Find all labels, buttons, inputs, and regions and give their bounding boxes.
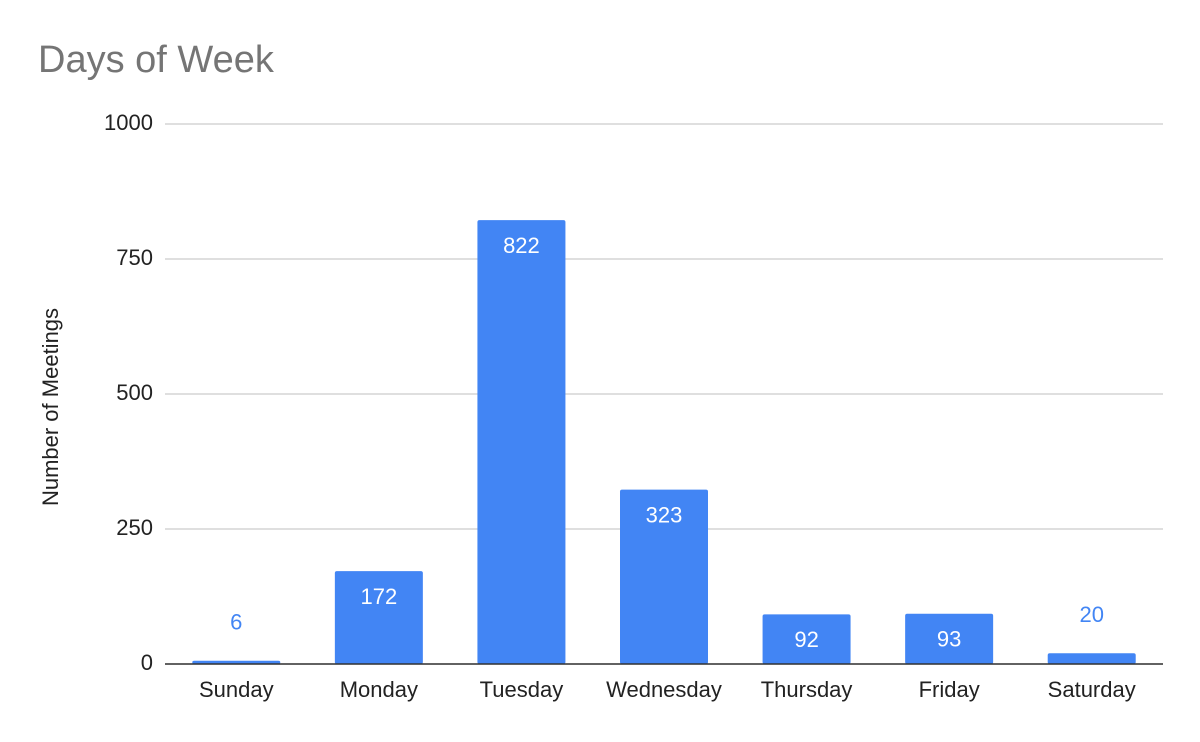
x-tick-label: Tuesday: [480, 677, 564, 702]
y-tick-label: 0: [141, 650, 153, 675]
data-label: 822: [503, 233, 540, 258]
bar: [762, 614, 851, 664]
bar: [905, 613, 994, 664]
x-tick-label: Wednesday: [606, 677, 722, 702]
x-tick-label: Saturday: [1048, 677, 1136, 702]
x-tick-label: Monday: [340, 677, 418, 702]
y-tick-label: 1000: [104, 110, 153, 135]
bar: [334, 571, 423, 664]
x-tick-label: Sunday: [199, 677, 274, 702]
data-label: 93: [937, 627, 961, 652]
x-tick-label: Thursday: [761, 677, 853, 702]
bar: [477, 220, 566, 664]
y-tick-label: 250: [116, 515, 153, 540]
data-label: 6: [230, 610, 242, 635]
bar: [1047, 653, 1136, 664]
data-label: 323: [646, 502, 683, 527]
bar: [620, 489, 708, 664]
y-tick-label: 500: [116, 380, 153, 405]
y-tick-label: 750: [116, 245, 153, 270]
data-label: 20: [1079, 602, 1103, 627]
data-label: 172: [360, 584, 397, 609]
chart-title: Days of Week: [38, 39, 275, 81]
data-label: 92: [794, 627, 818, 652]
bar: [192, 660, 281, 664]
x-tick-label: Friday: [919, 677, 980, 702]
y-axis-label: Number of Meetings: [38, 308, 63, 506]
